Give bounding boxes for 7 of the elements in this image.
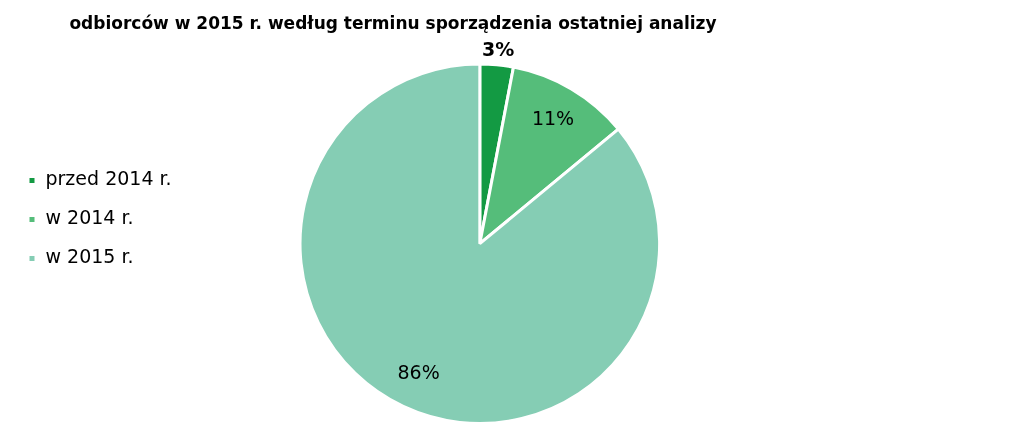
data-label: 11%	[531, 106, 575, 129]
data-label: 86%	[397, 360, 440, 383]
legend-label: przed 2014 r.	[45, 167, 172, 190]
legend-label: w 2015 r.	[45, 245, 134, 268]
chart-title: odbiorców w 2015 r. według terminu sporządzenia ostatniej analizy	[69, 12, 717, 33]
legend-label: w 2014 r.	[45, 206, 134, 229]
data-label: 3%	[481, 37, 515, 60]
